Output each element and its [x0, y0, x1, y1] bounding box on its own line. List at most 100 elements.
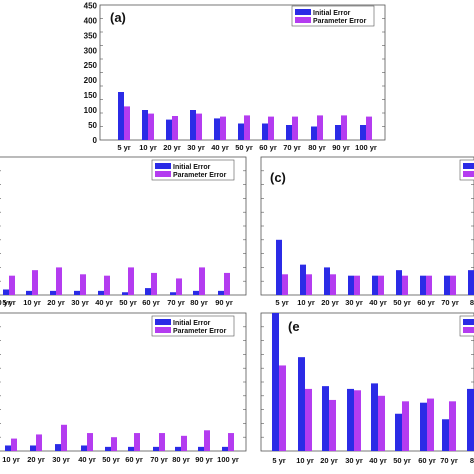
- bar-parameter-error: [181, 435, 187, 451]
- bar-parameter-error: [176, 278, 182, 295]
- bar-initial-error: [26, 290, 32, 295]
- bar-parameter-error: [378, 395, 385, 451]
- y-tick-label: 150: [84, 91, 98, 100]
- x-tick-label: 100 yr: [0, 298, 11, 307]
- y-tick-label: 50: [88, 121, 97, 130]
- x-tick-label: 10 yr: [23, 298, 41, 307]
- x-tick-label: 60 yr: [142, 298, 160, 307]
- bar-parameter-error: [426, 275, 432, 295]
- bar-parameter-error: [204, 430, 210, 451]
- bar-parameter-error: [172, 116, 178, 140]
- x-tick-label: 50 yr: [393, 298, 411, 307]
- bar-initial-error: [198, 446, 204, 451]
- x-tick-label: 50 yr: [119, 298, 137, 307]
- bar-parameter-error: [402, 401, 409, 451]
- x-tick-label: 20 yr: [163, 143, 181, 152]
- legend-swatch-initial: [155, 319, 171, 325]
- y-tick-label: 200: [84, 76, 98, 85]
- x-tick-label: 40 yr: [369, 298, 387, 307]
- panel-label: (a): [110, 10, 126, 25]
- x-tick-label: 40 yr: [95, 298, 113, 307]
- legend-label-initial: Initial Error: [173, 164, 211, 171]
- bar-parameter-error: [427, 398, 434, 451]
- bar-parameter-error: [87, 433, 93, 451]
- bar-parameter-error: [196, 113, 202, 140]
- bar-initial-error: [238, 123, 244, 140]
- bar-initial-error: [142, 110, 148, 140]
- bar-initial-error: [347, 388, 354, 451]
- x-tick-label: 60 yr: [418, 456, 436, 465]
- y-tick-label: 400: [84, 16, 98, 25]
- x-tick-label: 50 yr: [235, 143, 253, 152]
- bar-initial-error: [300, 264, 306, 295]
- y-tick-label: 100: [84, 106, 98, 115]
- bar-parameter-error: [330, 274, 336, 295]
- legend-swatch-parameter: [155, 327, 171, 333]
- x-tick-label: 30 yr: [345, 298, 363, 307]
- bar-initial-error: [276, 239, 282, 295]
- x-tick-label: 80: [470, 456, 474, 465]
- bar-initial-error: [468, 270, 474, 295]
- bar-initial-error: [311, 126, 317, 140]
- legend-swatch-parameter: [295, 17, 311, 23]
- bar-parameter-error: [128, 267, 134, 295]
- legend-label-initial: Initial Error: [313, 10, 351, 17]
- bar-parameter-error: [268, 116, 274, 140]
- bar-parameter-error: [11, 438, 17, 451]
- x-tick-label: 20 yr: [320, 456, 338, 465]
- panel-4: 10 yr 20 yr 30 yr 40 yr 50 yr 60 yr 70 yr 80 yr…: [0, 312, 247, 464]
- x-tick-label: 10 yr: [296, 456, 314, 465]
- plot-frame: [260, 156, 474, 296]
- bar-initial-error: [467, 388, 474, 451]
- panel-label: (c): [270, 170, 286, 185]
- x-tick-label: 40 yr: [369, 456, 387, 465]
- bar-parameter-error: [305, 388, 312, 451]
- bar-initial-error: [122, 292, 128, 295]
- x-tick-label: 50 yr: [102, 455, 120, 464]
- bar-initial-error: [360, 125, 366, 140]
- panel-1: 0 50 100 150 200 250 300 350 400 450 5 yr 10 yr 20 y…: [84, 1, 386, 152]
- x-tick-label: 70 yr: [440, 456, 458, 465]
- bar-initial-error: [50, 290, 56, 295]
- bar-initial-error: [372, 275, 378, 295]
- legend-swatch-initial: [463, 163, 474, 169]
- bar-parameter-error: [224, 272, 230, 295]
- x-tick-label: 10 yr: [297, 298, 315, 307]
- bar-initial-error: [55, 444, 61, 451]
- x-tick-label: 10 yr: [139, 143, 157, 152]
- bar-initial-error: [348, 275, 354, 295]
- bar-parameter-error: [32, 270, 38, 295]
- bar-parameter-error: [9, 275, 15, 295]
- legend-swatch-parameter: [463, 171, 474, 177]
- bar-initial-error: [145, 288, 151, 295]
- legend-swatch-initial: [295, 9, 311, 15]
- bar-parameter-error: [61, 424, 67, 451]
- bar-initial-error: [105, 446, 111, 451]
- legend-box: [151, 159, 235, 181]
- bar-parameter-error: [111, 437, 117, 451]
- legend-swatch-parameter: [155, 171, 171, 177]
- legend-box: [151, 315, 235, 337]
- bar-parameter-error: [151, 272, 157, 295]
- legend-swatch-initial: [155, 163, 171, 169]
- x-tick-label: 70 yr: [167, 298, 185, 307]
- legend-label-parameter: Parameter Error: [313, 18, 367, 25]
- x-tick-label: 80: [470, 298, 474, 307]
- x-tick-label: 20 yr: [47, 298, 65, 307]
- x-tick-label: 70 yr: [150, 455, 168, 464]
- legend-label-parameter: Parameter Error: [173, 172, 227, 179]
- bar-initial-error: [286, 125, 292, 140]
- x-tick-label: 60 yr: [259, 143, 277, 152]
- x-tick-label: 30 yr: [345, 456, 363, 465]
- bar-parameter-error: [244, 115, 250, 140]
- bar-initial-error: [166, 119, 172, 140]
- bar-initial-error: [190, 110, 196, 140]
- x-tick-label: 40 yr: [211, 143, 229, 152]
- x-tick-label: 80 yr: [172, 455, 190, 464]
- x-tick-label: 90 yr: [215, 298, 233, 307]
- bar-initial-error: [396, 270, 402, 295]
- bar-parameter-error: [80, 274, 86, 295]
- panel-label: (e: [288, 319, 300, 334]
- bar-parameter-error: [366, 116, 372, 140]
